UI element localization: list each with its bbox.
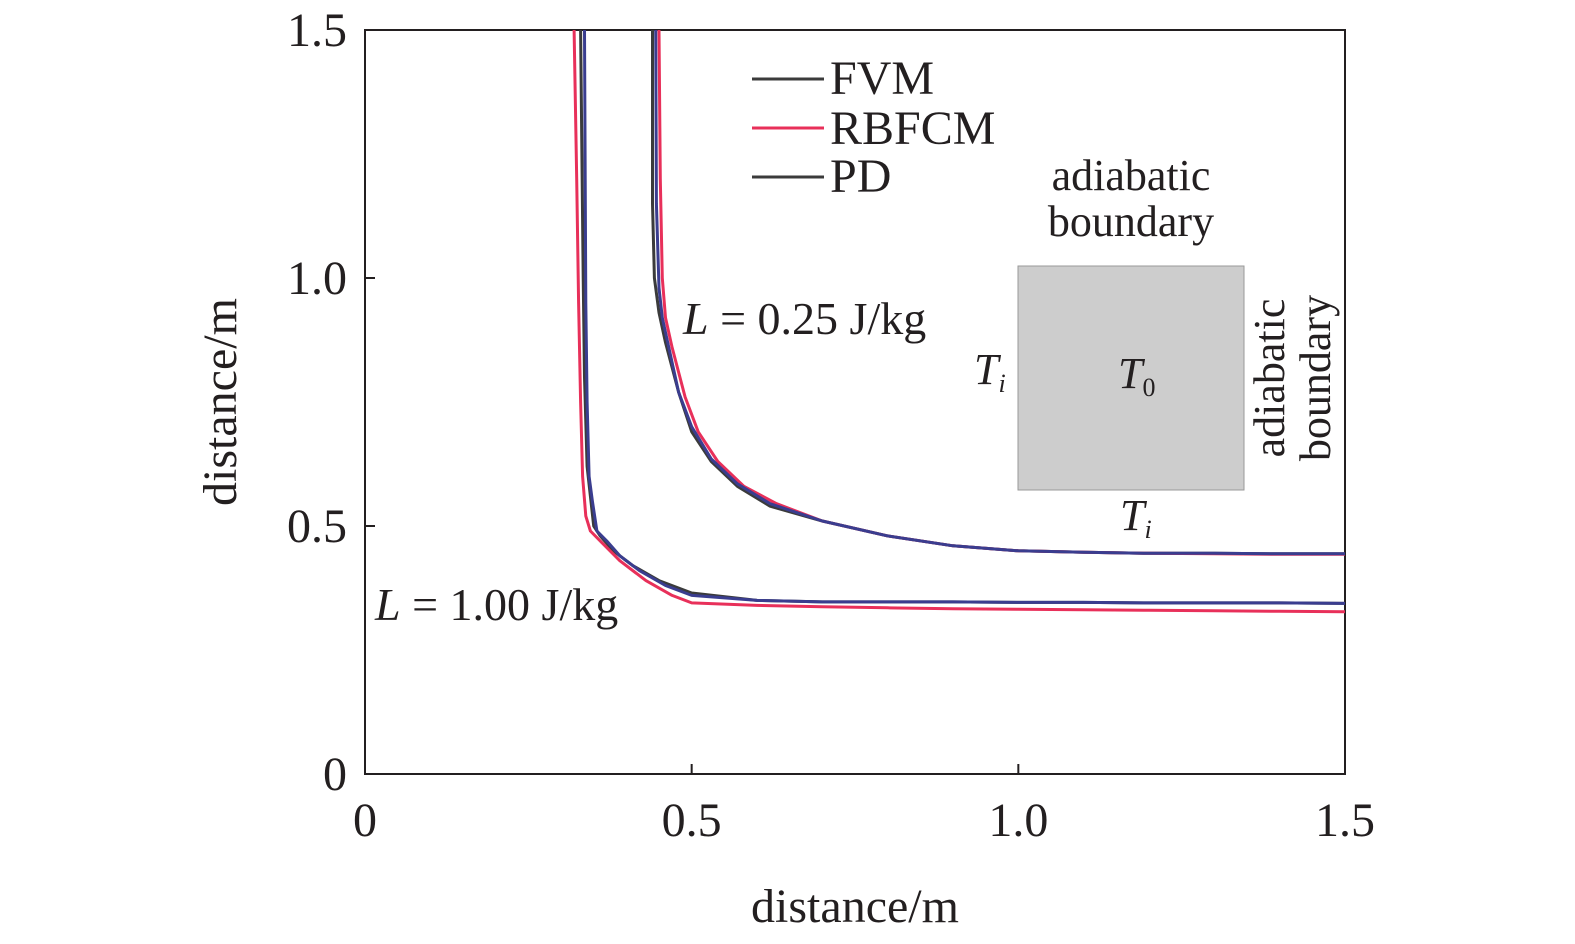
inset-left-label: Ti [974,345,1006,398]
legend: FVM RBFCM PD [752,52,995,203]
inset-bottom-symbol: T [1120,491,1148,540]
inset-right-text-line1: adiabatic [1245,299,1294,458]
inset-bottom-subscript: i [1144,515,1151,544]
x-tick-label: 1.0 [988,794,1048,847]
annotation-l025-value: = 0.25 J/kg [709,293,927,344]
annotation-l100-value: = 1.00 J/kg [401,579,619,630]
inset-top-text-line2: boundary [1048,197,1214,246]
x-tick-label: 0 [353,794,377,847]
inset-bottom-label: Ti [1120,491,1152,544]
inset-center-label: T0 [1118,349,1155,402]
annotation-l100-symbol: L [374,579,401,630]
inset-center-subscript: 0 [1142,373,1155,402]
series-line-pd-group-1 [654,29,1345,556]
legend-label-fvm: FVM [830,52,934,105]
annotation-l025: L = 0.25 J/kg [682,293,926,344]
annotation-l100: L = 1.00 J/kg [374,579,618,630]
inset-left-subscript: i [998,369,1005,398]
legend-label-pd: PD [830,150,891,203]
inset-left-symbol: T [974,345,1002,394]
inset-domain-box [1017,265,1245,491]
legend-label-rbfcm: RBFCM [830,102,995,155]
y-tick-label: 0 [323,748,347,801]
series-line-pd-group-2 [583,29,1346,605]
y-axis-title: distance/m [194,298,247,506]
inset-right-text-line2: boundary [1291,295,1340,461]
y-tick-label: 1.5 [287,4,347,57]
x-tick-label: 0.5 [662,794,722,847]
x-axis-title: distance/m [751,880,959,933]
inset-center-symbol: T [1118,349,1146,398]
x-tick-label: 1.5 [1315,794,1375,847]
annotation-l025-symbol: L [682,293,709,344]
y-tick-label: 1.0 [287,252,347,305]
inset-top-text-line1: adiabatic [1052,151,1211,200]
plot-frame [364,29,1346,775]
series-line-rbfcm-group-2 [572,29,1346,614]
tick-layer: 000.50.51.01.01.51.5 [287,4,1375,847]
y-tick-label: 0.5 [287,500,347,553]
series-layer [572,29,1346,614]
